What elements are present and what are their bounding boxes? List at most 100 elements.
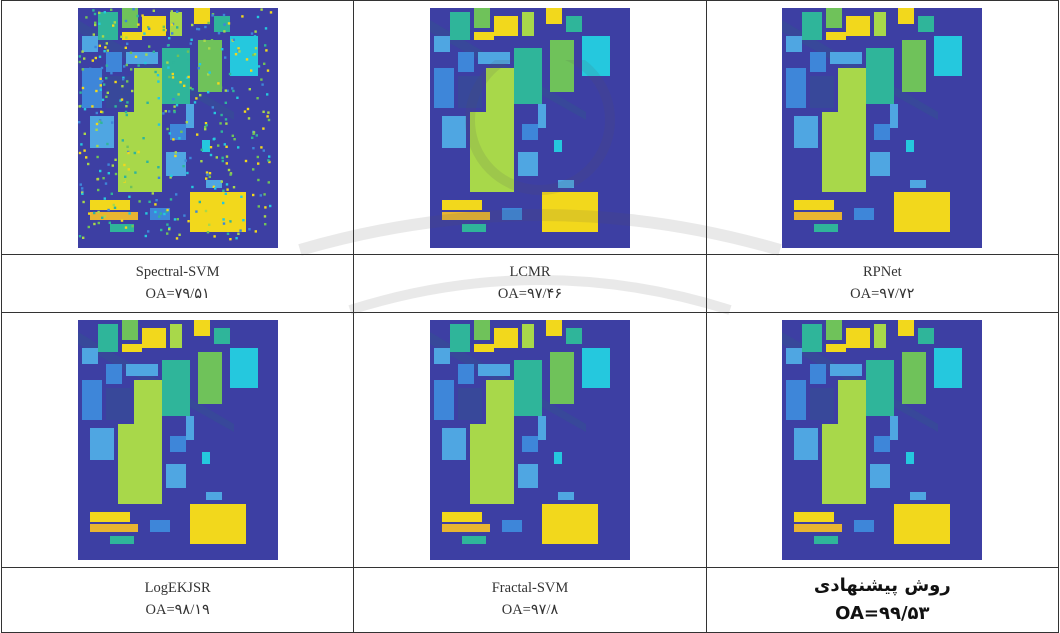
noise-speck — [125, 79, 129, 83]
noise-speck — [223, 55, 227, 59]
noise-speck — [133, 151, 136, 154]
noise-speck — [248, 87, 251, 90]
map-region-field-d — [521, 324, 534, 348]
map-region-field-m — [934, 348, 963, 388]
noise-speck — [263, 214, 266, 218]
map-region-field-t — [537, 416, 546, 440]
noise-speck — [147, 44, 151, 48]
map-region-field-l — [902, 352, 927, 404]
noise-speck — [106, 48, 109, 52]
noise-speck — [136, 14, 139, 17]
noise-speck — [227, 21, 230, 25]
map-region-field-bb — [557, 179, 574, 188]
noise-speck — [233, 137, 236, 140]
map-region-field-r — [794, 115, 819, 148]
map-region-field-l — [549, 352, 574, 404]
map-region-field-j — [125, 51, 158, 64]
noise-speck — [124, 46, 127, 49]
map-region-field-f — [213, 15, 230, 32]
map-region-field-q — [117, 424, 162, 504]
classification-map-3 — [782, 7, 983, 248]
noise-speck — [143, 61, 147, 64]
noise-speck — [103, 49, 106, 52]
oa-score: OA=۹۷/۴۶ — [497, 285, 563, 302]
noise-speck — [96, 177, 99, 180]
map-region-field-d — [521, 11, 534, 36]
map-region-field-r — [89, 428, 114, 460]
noise-speck — [188, 156, 192, 159]
noise-speck — [262, 110, 265, 113]
noise-speck — [100, 216, 104, 219]
noise-speck — [246, 107, 249, 110]
map-region-field-x — [89, 211, 138, 220]
map-region-field-z — [501, 207, 522, 220]
noise-speck — [211, 105, 214, 109]
noise-speck — [82, 82, 85, 85]
map-region-field-e — [193, 320, 210, 336]
noise-speck — [262, 148, 265, 152]
noise-speck — [138, 199, 141, 203]
noise-speck — [124, 104, 128, 107]
noise-speck — [226, 187, 229, 191]
noise-speck — [263, 43, 267, 47]
noise-speck — [99, 121, 103, 124]
noise-speck — [149, 126, 152, 129]
noise-speck — [126, 151, 130, 154]
map-region-field-y — [814, 223, 839, 232]
noise-speck — [144, 211, 148, 215]
map-region-field-h — [826, 344, 847, 352]
noise-speck — [111, 23, 115, 27]
classification-map-5 — [429, 320, 630, 560]
noise-speck — [95, 144, 99, 147]
noise-speck — [87, 211, 91, 215]
map-region-field-g — [433, 35, 450, 52]
noise-speck — [254, 46, 257, 49]
noise-speck — [102, 82, 106, 86]
noise-speck — [173, 154, 177, 157]
noise-speck — [157, 122, 160, 126]
noise-speck — [222, 13, 225, 16]
noise-speck — [251, 53, 255, 56]
noise-speck — [125, 100, 129, 104]
noise-speck — [168, 131, 171, 135]
noise-speck — [109, 8, 113, 11]
noise-speck — [98, 55, 101, 58]
noise-speck — [172, 19, 175, 22]
noise-speck — [146, 229, 150, 233]
noise-speck — [191, 87, 194, 90]
noise-speck — [165, 222, 169, 226]
noise-speck — [198, 62, 201, 65]
panel-cell-2 — [353, 0, 707, 255]
map-region-field-u — [201, 452, 210, 464]
noise-speck — [266, 158, 270, 162]
noise-speck — [224, 117, 227, 121]
noise-speck — [220, 113, 223, 116]
noise-speck — [205, 123, 208, 126]
noise-speck — [182, 164, 185, 167]
map-region-field-bb — [205, 492, 222, 500]
map-region-field-x — [89, 524, 138, 532]
map-region-field-l — [902, 39, 927, 92]
noise-speck — [174, 192, 178, 196]
noise-speck — [92, 32, 95, 36]
map-region-field-q — [117, 111, 162, 192]
noise-speck — [127, 167, 130, 171]
caption-cell-2: LCMR OA=۹۷/۴۶ — [353, 254, 707, 313]
method-name: RPNet — [862, 263, 902, 280]
noise-speck — [97, 11, 101, 14]
noise-speck — [98, 169, 102, 172]
noise-speck — [99, 77, 102, 80]
noise-speck — [190, 38, 193, 41]
noise-speck — [198, 93, 202, 96]
noise-speck — [247, 116, 250, 120]
map-region-field-t — [185, 103, 194, 128]
noise-speck — [263, 192, 266, 196]
noise-speck — [175, 10, 179, 13]
map-region-field-n — [433, 380, 454, 420]
noise-speck — [81, 49, 84, 53]
noise-speck — [244, 159, 247, 162]
map-region-field-t — [185, 416, 194, 440]
noise-speck — [260, 7, 263, 11]
map-region-field-u — [553, 139, 562, 152]
map-region-field-n — [433, 67, 454, 108]
